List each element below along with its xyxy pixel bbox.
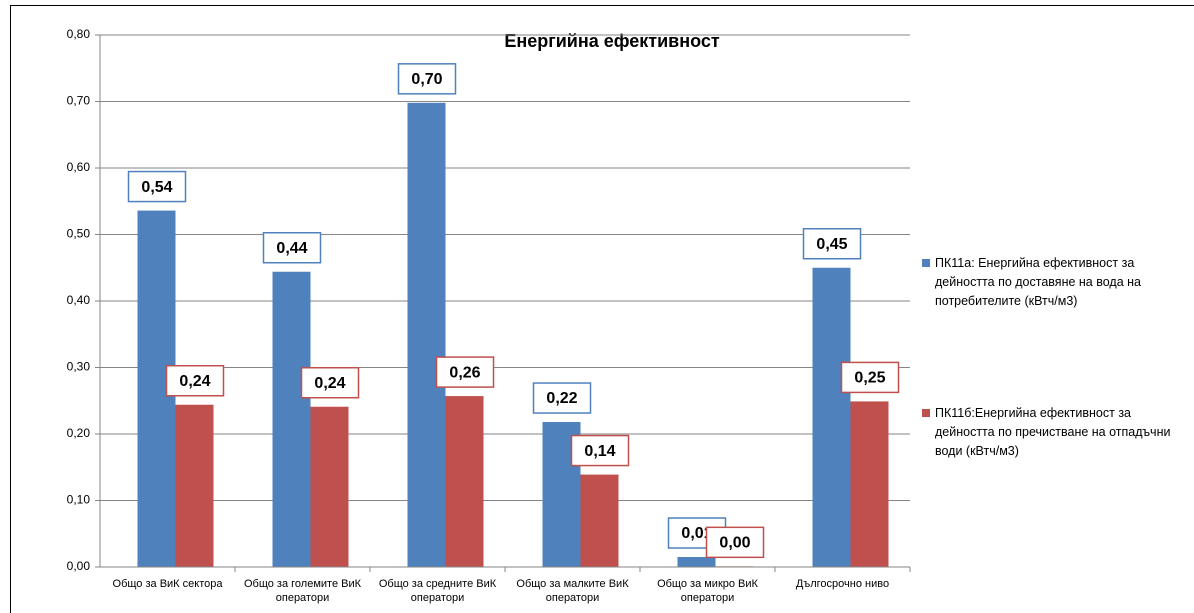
legend-label: ПК11б:Енергийна ефективност за дейността… xyxy=(935,406,1171,458)
x-tick-label: Общо за средните ВиК оператори xyxy=(378,578,497,604)
value-label-box xyxy=(532,382,592,414)
legend-swatch xyxy=(922,259,930,267)
value-label-box xyxy=(165,364,225,397)
frame xyxy=(10,5,1194,613)
y-tick-label: 0,60 xyxy=(67,160,91,174)
value-label: 0,26 xyxy=(449,364,480,381)
bar xyxy=(310,406,349,567)
bar xyxy=(677,557,716,567)
value-label: 0,01 xyxy=(681,525,712,542)
x-tick-label: Общо за големите ВиК оператори xyxy=(243,578,362,604)
x-tick-label: Общо за ВиК сектора xyxy=(112,578,223,590)
bar xyxy=(580,474,619,567)
y-tick-label: 0,30 xyxy=(67,360,91,374)
value-label-box xyxy=(570,434,630,467)
x-tick-label: Общо за малките ВиК оператори xyxy=(516,578,629,604)
value-label: 0,45 xyxy=(816,236,847,253)
chart-title: Енергийна ефективност xyxy=(504,31,720,51)
value-label-box xyxy=(127,170,187,203)
x-tick-label: Общо за микро ВиК оператори xyxy=(657,578,758,604)
bar xyxy=(175,404,214,567)
x-tick-label: Дългосрочно ниво xyxy=(795,578,890,590)
value-label-box xyxy=(705,526,765,559)
bar xyxy=(850,401,889,567)
value-label: 0,22 xyxy=(546,390,577,407)
value-label-box xyxy=(435,356,495,388)
value-label: 0,25 xyxy=(854,370,885,387)
y-tick-label: 0,80 xyxy=(67,27,91,41)
y-tick-label: 0,40 xyxy=(67,293,91,307)
legend-swatch xyxy=(922,409,930,417)
value-label-box xyxy=(262,231,322,264)
value-label: 0,54 xyxy=(141,179,172,196)
bar xyxy=(445,396,484,567)
bar xyxy=(407,102,446,567)
y-tick-label: 0,70 xyxy=(67,94,91,108)
value-label-box xyxy=(300,366,360,399)
value-label: 0,70 xyxy=(411,71,442,88)
y-tick-label: 0,10 xyxy=(67,493,91,507)
y-tick-label: 0,20 xyxy=(67,426,91,440)
value-label: 0,24 xyxy=(314,375,345,392)
legend-label: ПК11а: Енергийна ефективност за дейностт… xyxy=(935,256,1141,308)
y-tick-label: 0,00 xyxy=(67,559,91,573)
value-label: 0,00 xyxy=(719,535,750,552)
bar xyxy=(812,267,851,567)
value-label: 0,14 xyxy=(584,443,615,460)
bar xyxy=(272,271,311,567)
value-label: 0,24 xyxy=(179,373,210,390)
value-label-box xyxy=(840,361,900,394)
y-tick-label: 0,50 xyxy=(67,227,91,241)
value-label-box xyxy=(397,63,457,95)
value-label: 0,44 xyxy=(276,240,307,257)
value-label-box xyxy=(802,228,862,260)
